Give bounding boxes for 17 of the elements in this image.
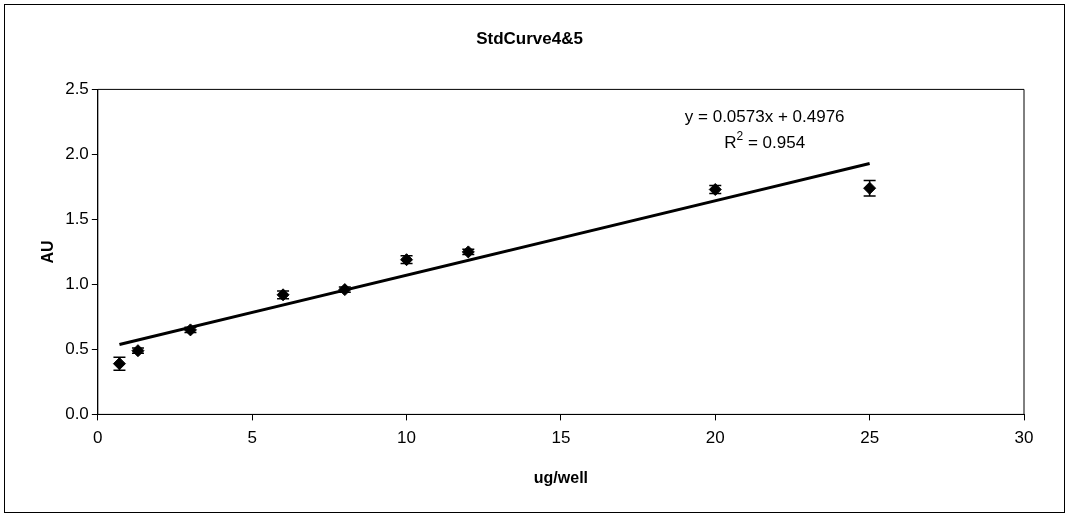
x-axis-title: ug/well bbox=[533, 468, 589, 486]
y-tick-label: 1.5 bbox=[65, 209, 89, 229]
y-tick-label: 0.5 bbox=[65, 339, 89, 359]
chart-title: StdCurve4&5 bbox=[476, 28, 583, 48]
y-tick-label: 2.0 bbox=[65, 144, 89, 164]
y-axis-title: AU bbox=[39, 240, 57, 264]
x-tick-label: 15 bbox=[551, 428, 571, 448]
y-tick-label: 0.0 bbox=[65, 404, 89, 424]
x-tick-label: 25 bbox=[860, 428, 880, 448]
annotation: y = 0.0573x + 0.4976 bbox=[684, 107, 845, 127]
y-tick-label: 1.0 bbox=[65, 274, 89, 294]
x-tick-label: 5 bbox=[247, 428, 257, 448]
x-tick-label: 10 bbox=[397, 428, 417, 448]
x-tick-label: 20 bbox=[705, 428, 725, 448]
y-tick-label: 2.5 bbox=[65, 79, 89, 99]
x-tick-label: 30 bbox=[1014, 428, 1034, 448]
x-tick-label: 0 bbox=[93, 428, 103, 448]
